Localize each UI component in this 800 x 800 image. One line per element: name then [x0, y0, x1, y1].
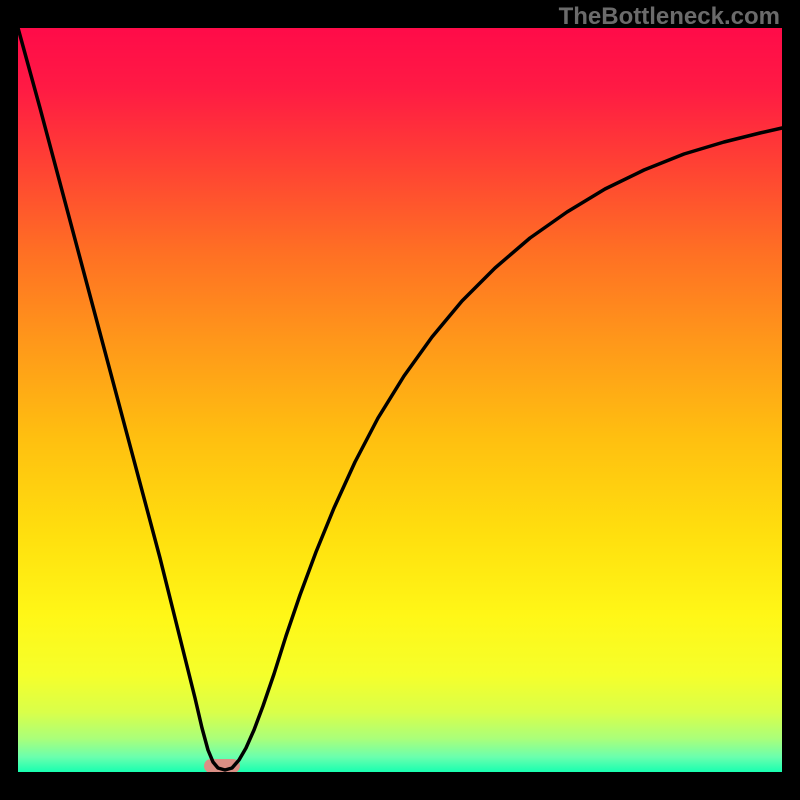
border-bottom [0, 772, 800, 800]
chart-canvas: TheBottleneck.com [0, 0, 800, 800]
curve-svg [0, 0, 800, 800]
border-right [782, 0, 800, 800]
border-left [0, 0, 18, 800]
watermark-text: TheBottleneck.com [559, 3, 780, 31]
bottleneck-curve [18, 28, 782, 770]
